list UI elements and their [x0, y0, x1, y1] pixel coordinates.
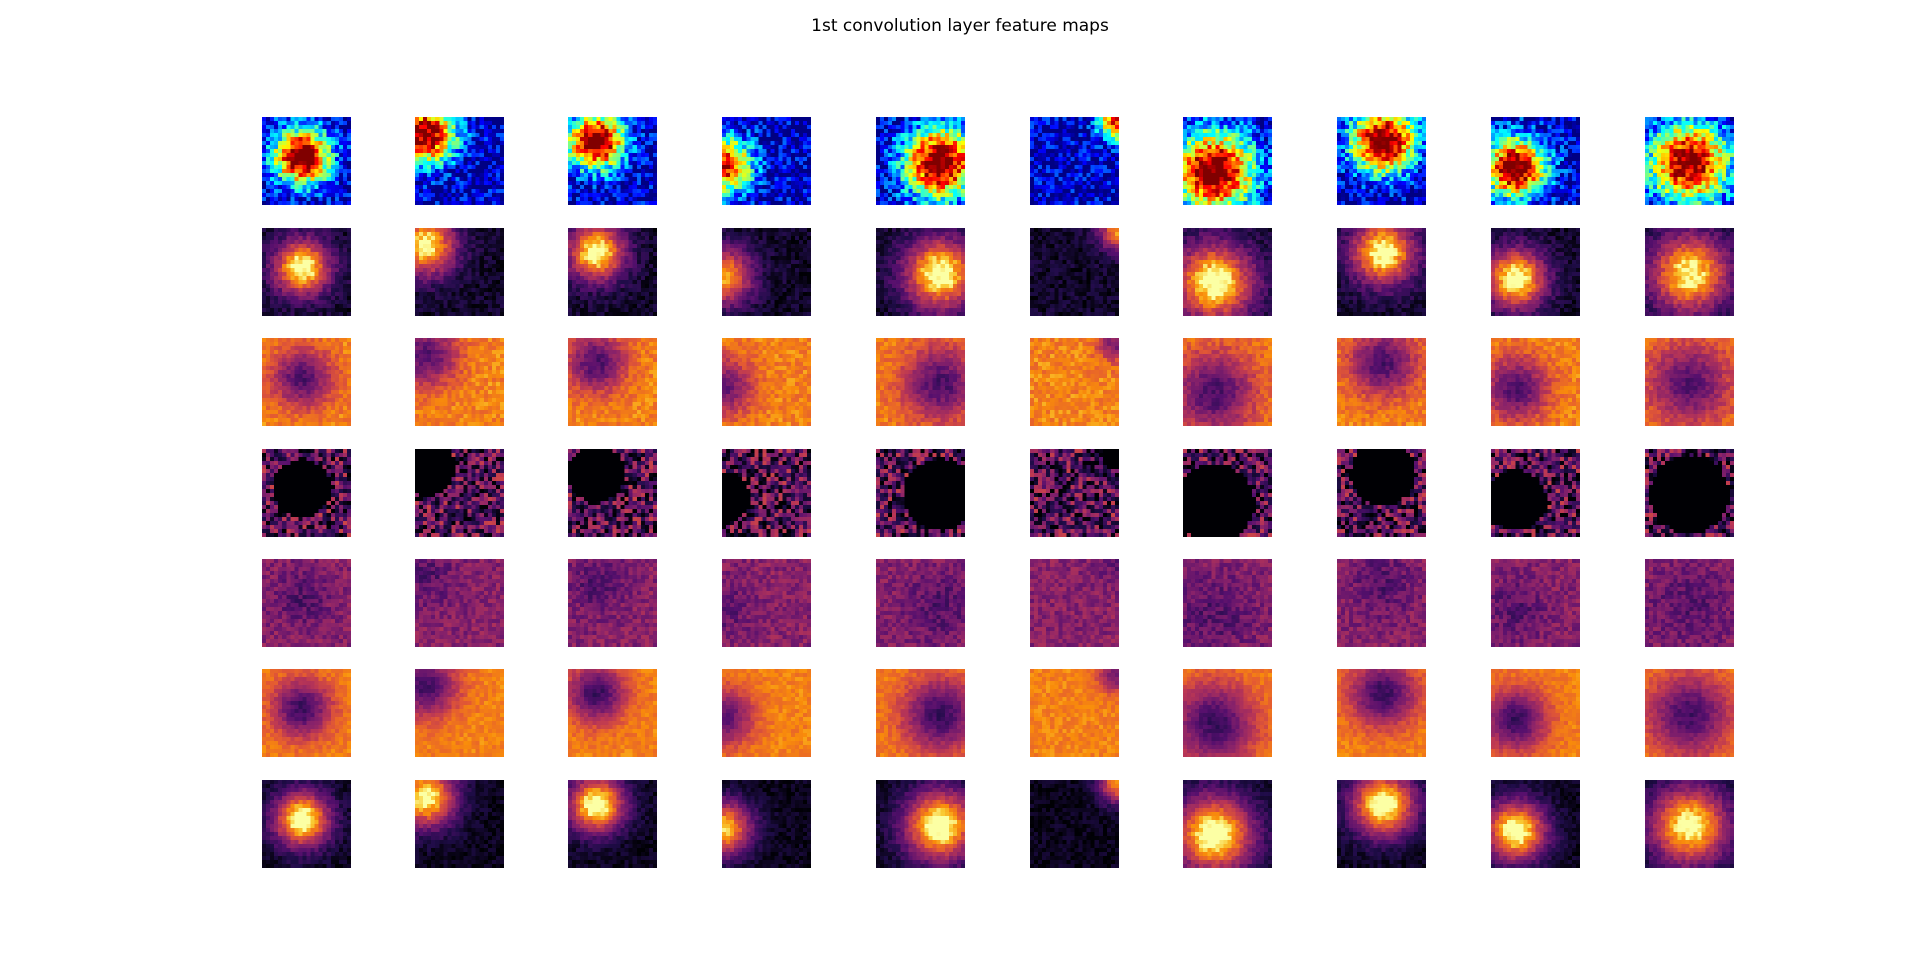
feature-map-ch3-sample3 — [568, 338, 657, 426]
feature-map-ch7-sample6 — [1030, 780, 1119, 868]
feature-map-ch4-sample1 — [262, 449, 351, 537]
feature-map-ch1-sample9 — [1491, 117, 1580, 205]
feature-map-ch7-sample3 — [568, 780, 657, 868]
feature-map-ch7-sample8 — [1337, 780, 1426, 868]
feature-map-ch6-sample8 — [1337, 669, 1426, 757]
feature-map-ch4-sample4 — [722, 449, 811, 537]
feature-map-ch2-sample10 — [1645, 228, 1734, 316]
feature-map-ch5-sample4 — [722, 559, 811, 647]
feature-map-ch2-sample5 — [876, 228, 965, 316]
feature-map-ch6-sample6 — [1030, 669, 1119, 757]
feature-map-ch1-sample4 — [722, 117, 811, 205]
feature-map-ch3-sample9 — [1491, 338, 1580, 426]
feature-map-ch4-sample8 — [1337, 449, 1426, 537]
feature-map-ch6-sample7 — [1183, 669, 1272, 757]
feature-map-ch3-sample4 — [722, 338, 811, 426]
feature-map-ch4-sample10 — [1645, 449, 1734, 537]
feature-map-ch1-sample3 — [568, 117, 657, 205]
feature-map-ch7-sample1 — [262, 780, 351, 868]
feature-map-ch6-sample5 — [876, 669, 965, 757]
feature-map-ch5-sample8 — [1337, 559, 1426, 647]
feature-map-ch3-sample2 — [415, 338, 504, 426]
feature-map-ch2-sample2 — [415, 228, 504, 316]
feature-map-ch1-sample8 — [1337, 117, 1426, 205]
figure-title: 1st convolution layer feature maps — [0, 16, 1920, 36]
feature-map-ch7-sample5 — [876, 780, 965, 868]
feature-map-ch5-sample1 — [262, 559, 351, 647]
feature-map-ch5-sample2 — [415, 559, 504, 647]
feature-map-ch1-sample10 — [1645, 117, 1734, 205]
feature-map-ch4-sample2 — [415, 449, 504, 537]
feature-map-ch5-sample5 — [876, 559, 965, 647]
feature-map-ch6-sample3 — [568, 669, 657, 757]
feature-map-ch7-sample10 — [1645, 780, 1734, 868]
feature-map-ch6-sample9 — [1491, 669, 1580, 757]
feature-map-ch4-sample5 — [876, 449, 965, 537]
feature-map-ch4-sample3 — [568, 449, 657, 537]
feature-map-ch2-sample3 — [568, 228, 657, 316]
feature-map-ch3-sample10 — [1645, 338, 1734, 426]
feature-map-ch2-sample6 — [1030, 228, 1119, 316]
feature-map-ch3-sample8 — [1337, 338, 1426, 426]
feature-map-ch6-sample4 — [722, 669, 811, 757]
feature-map-ch2-sample1 — [262, 228, 351, 316]
feature-map-ch4-sample7 — [1183, 449, 1272, 537]
feature-map-ch7-sample4 — [722, 780, 811, 868]
feature-map-ch2-sample8 — [1337, 228, 1426, 316]
feature-map-ch4-sample6 — [1030, 449, 1119, 537]
feature-map-ch6-sample10 — [1645, 669, 1734, 757]
feature-map-ch7-sample2 — [415, 780, 504, 868]
feature-map-ch7-sample7 — [1183, 780, 1272, 868]
feature-map-ch5-sample6 — [1030, 559, 1119, 647]
feature-map-ch5-sample3 — [568, 559, 657, 647]
feature-map-ch5-sample10 — [1645, 559, 1734, 647]
feature-map-ch3-sample1 — [262, 338, 351, 426]
feature-map-ch1-sample6 — [1030, 117, 1119, 205]
feature-map-ch6-sample1 — [262, 669, 351, 757]
feature-map-ch5-sample7 — [1183, 559, 1272, 647]
feature-map-ch6-sample2 — [415, 669, 504, 757]
feature-map-ch5-sample9 — [1491, 559, 1580, 647]
feature-map-ch7-sample9 — [1491, 780, 1580, 868]
feature-map-ch3-sample6 — [1030, 338, 1119, 426]
feature-map-ch1-sample5 — [876, 117, 965, 205]
feature-map-ch2-sample4 — [722, 228, 811, 316]
feature-map-ch4-sample9 — [1491, 449, 1580, 537]
feature-map-ch1-sample1 — [262, 117, 351, 205]
feature-map-ch1-sample2 — [415, 117, 504, 205]
feature-map-ch3-sample5 — [876, 338, 965, 426]
feature-map-ch2-sample9 — [1491, 228, 1580, 316]
feature-map-ch2-sample7 — [1183, 228, 1272, 316]
feature-map-ch1-sample7 — [1183, 117, 1272, 205]
feature-map-ch3-sample7 — [1183, 338, 1272, 426]
